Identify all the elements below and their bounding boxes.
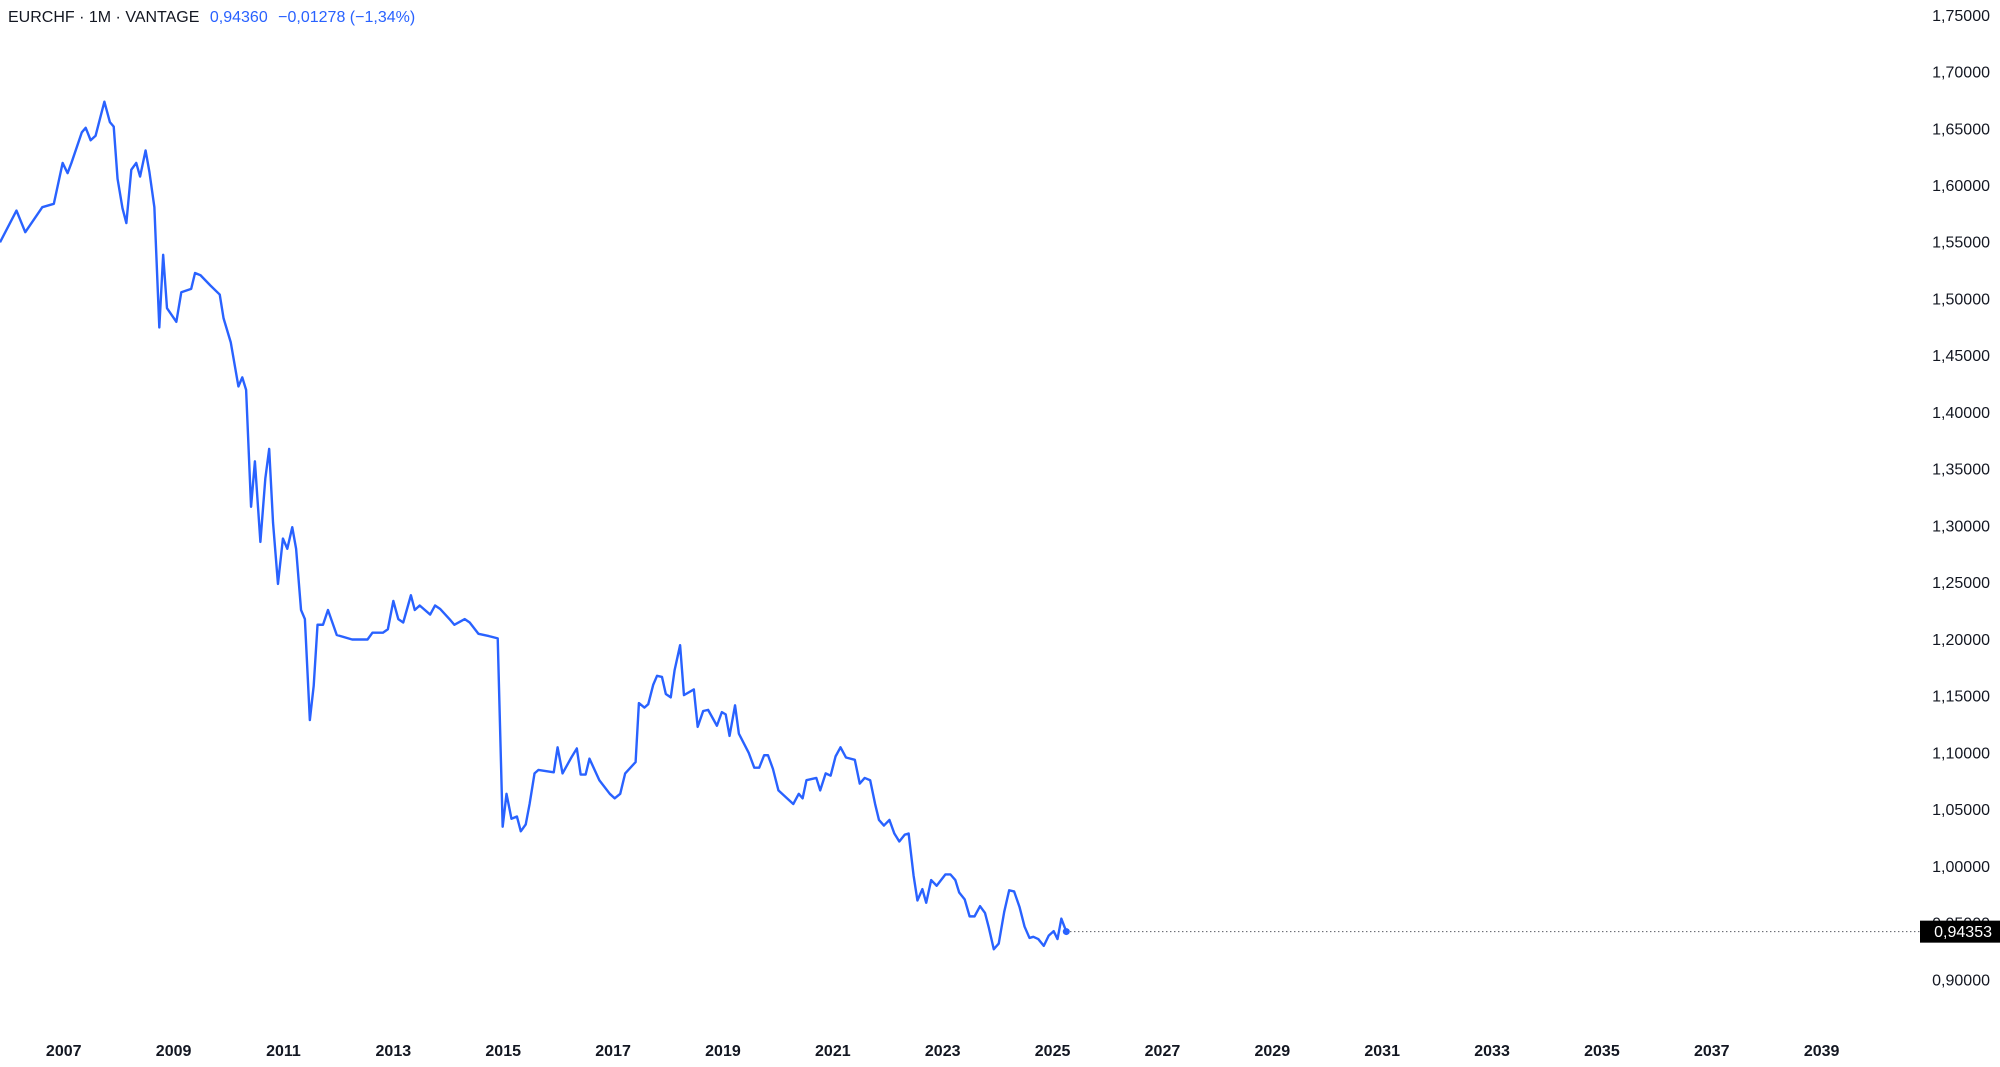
x-tick-label: 2013 [376,1043,412,1060]
x-tick-label: 2027 [1145,1043,1181,1060]
x-tick-label: 2035 [1584,1043,1620,1060]
last-point [1062,928,1070,936]
y-tick-label: 1,55000 [1932,235,1990,252]
y-tick-label: 1,10000 [1932,745,1990,762]
x-tick-label: 2039 [1804,1043,1840,1060]
y-tick-label: 1,05000 [1932,802,1990,819]
x-tick-label: 2037 [1694,1043,1730,1060]
price-line [0,100,1068,951]
y-tick-label: 1,60000 [1932,178,1990,195]
y-tick-label: 1,35000 [1932,462,1990,479]
last-price-label: 0,94353 [1934,924,1992,941]
x-tick-label: 2009 [156,1043,192,1060]
y-tick-label: 1,50000 [1932,291,1990,308]
x-tick-label: 2015 [485,1043,521,1060]
x-tick-label: 2021 [815,1043,851,1060]
last-value: 0,94360 [210,9,268,26]
x-tick-label: 2033 [1474,1043,1510,1060]
x-tick-label: 2023 [925,1043,961,1060]
y-tick-label: 1,70000 [1932,65,1990,82]
y-tick-label: 1,75000 [1932,8,1990,25]
chart-header: EURCHF · 1M · VANTAGE 0,94360 −0,01278 (… [8,9,415,26]
y-tick-label: 1,40000 [1932,405,1990,422]
y-tick-label: 1,30000 [1932,518,1990,535]
y-tick-label: 1,15000 [1932,689,1990,706]
x-tick-label: 2007 [46,1043,82,1060]
x-tick-label: 2029 [1255,1043,1291,1060]
x-tick-label: 2031 [1364,1043,1400,1060]
symbol-title: EURCHF · 1M · VANTAGE [8,9,199,26]
last-price-box [1920,920,2000,943]
x-tick-label: 2017 [595,1043,631,1060]
y-tick-label: 1,00000 [1932,859,1990,876]
x-tick-label: 2011 [266,1043,301,1060]
change-value: −0,01278 (−1,34%) [278,9,415,26]
y-tick-label: 0,90000 [1932,972,1990,989]
x-tick-label: 2019 [705,1043,741,1060]
y-tick-label: 1,65000 [1932,121,1990,138]
y-tick-label: 1,45000 [1932,348,1990,365]
y-tick-label: 1,20000 [1932,632,1990,649]
y-tick-label: 1,25000 [1932,575,1990,592]
x-tick-label: 2025 [1035,1043,1071,1060]
